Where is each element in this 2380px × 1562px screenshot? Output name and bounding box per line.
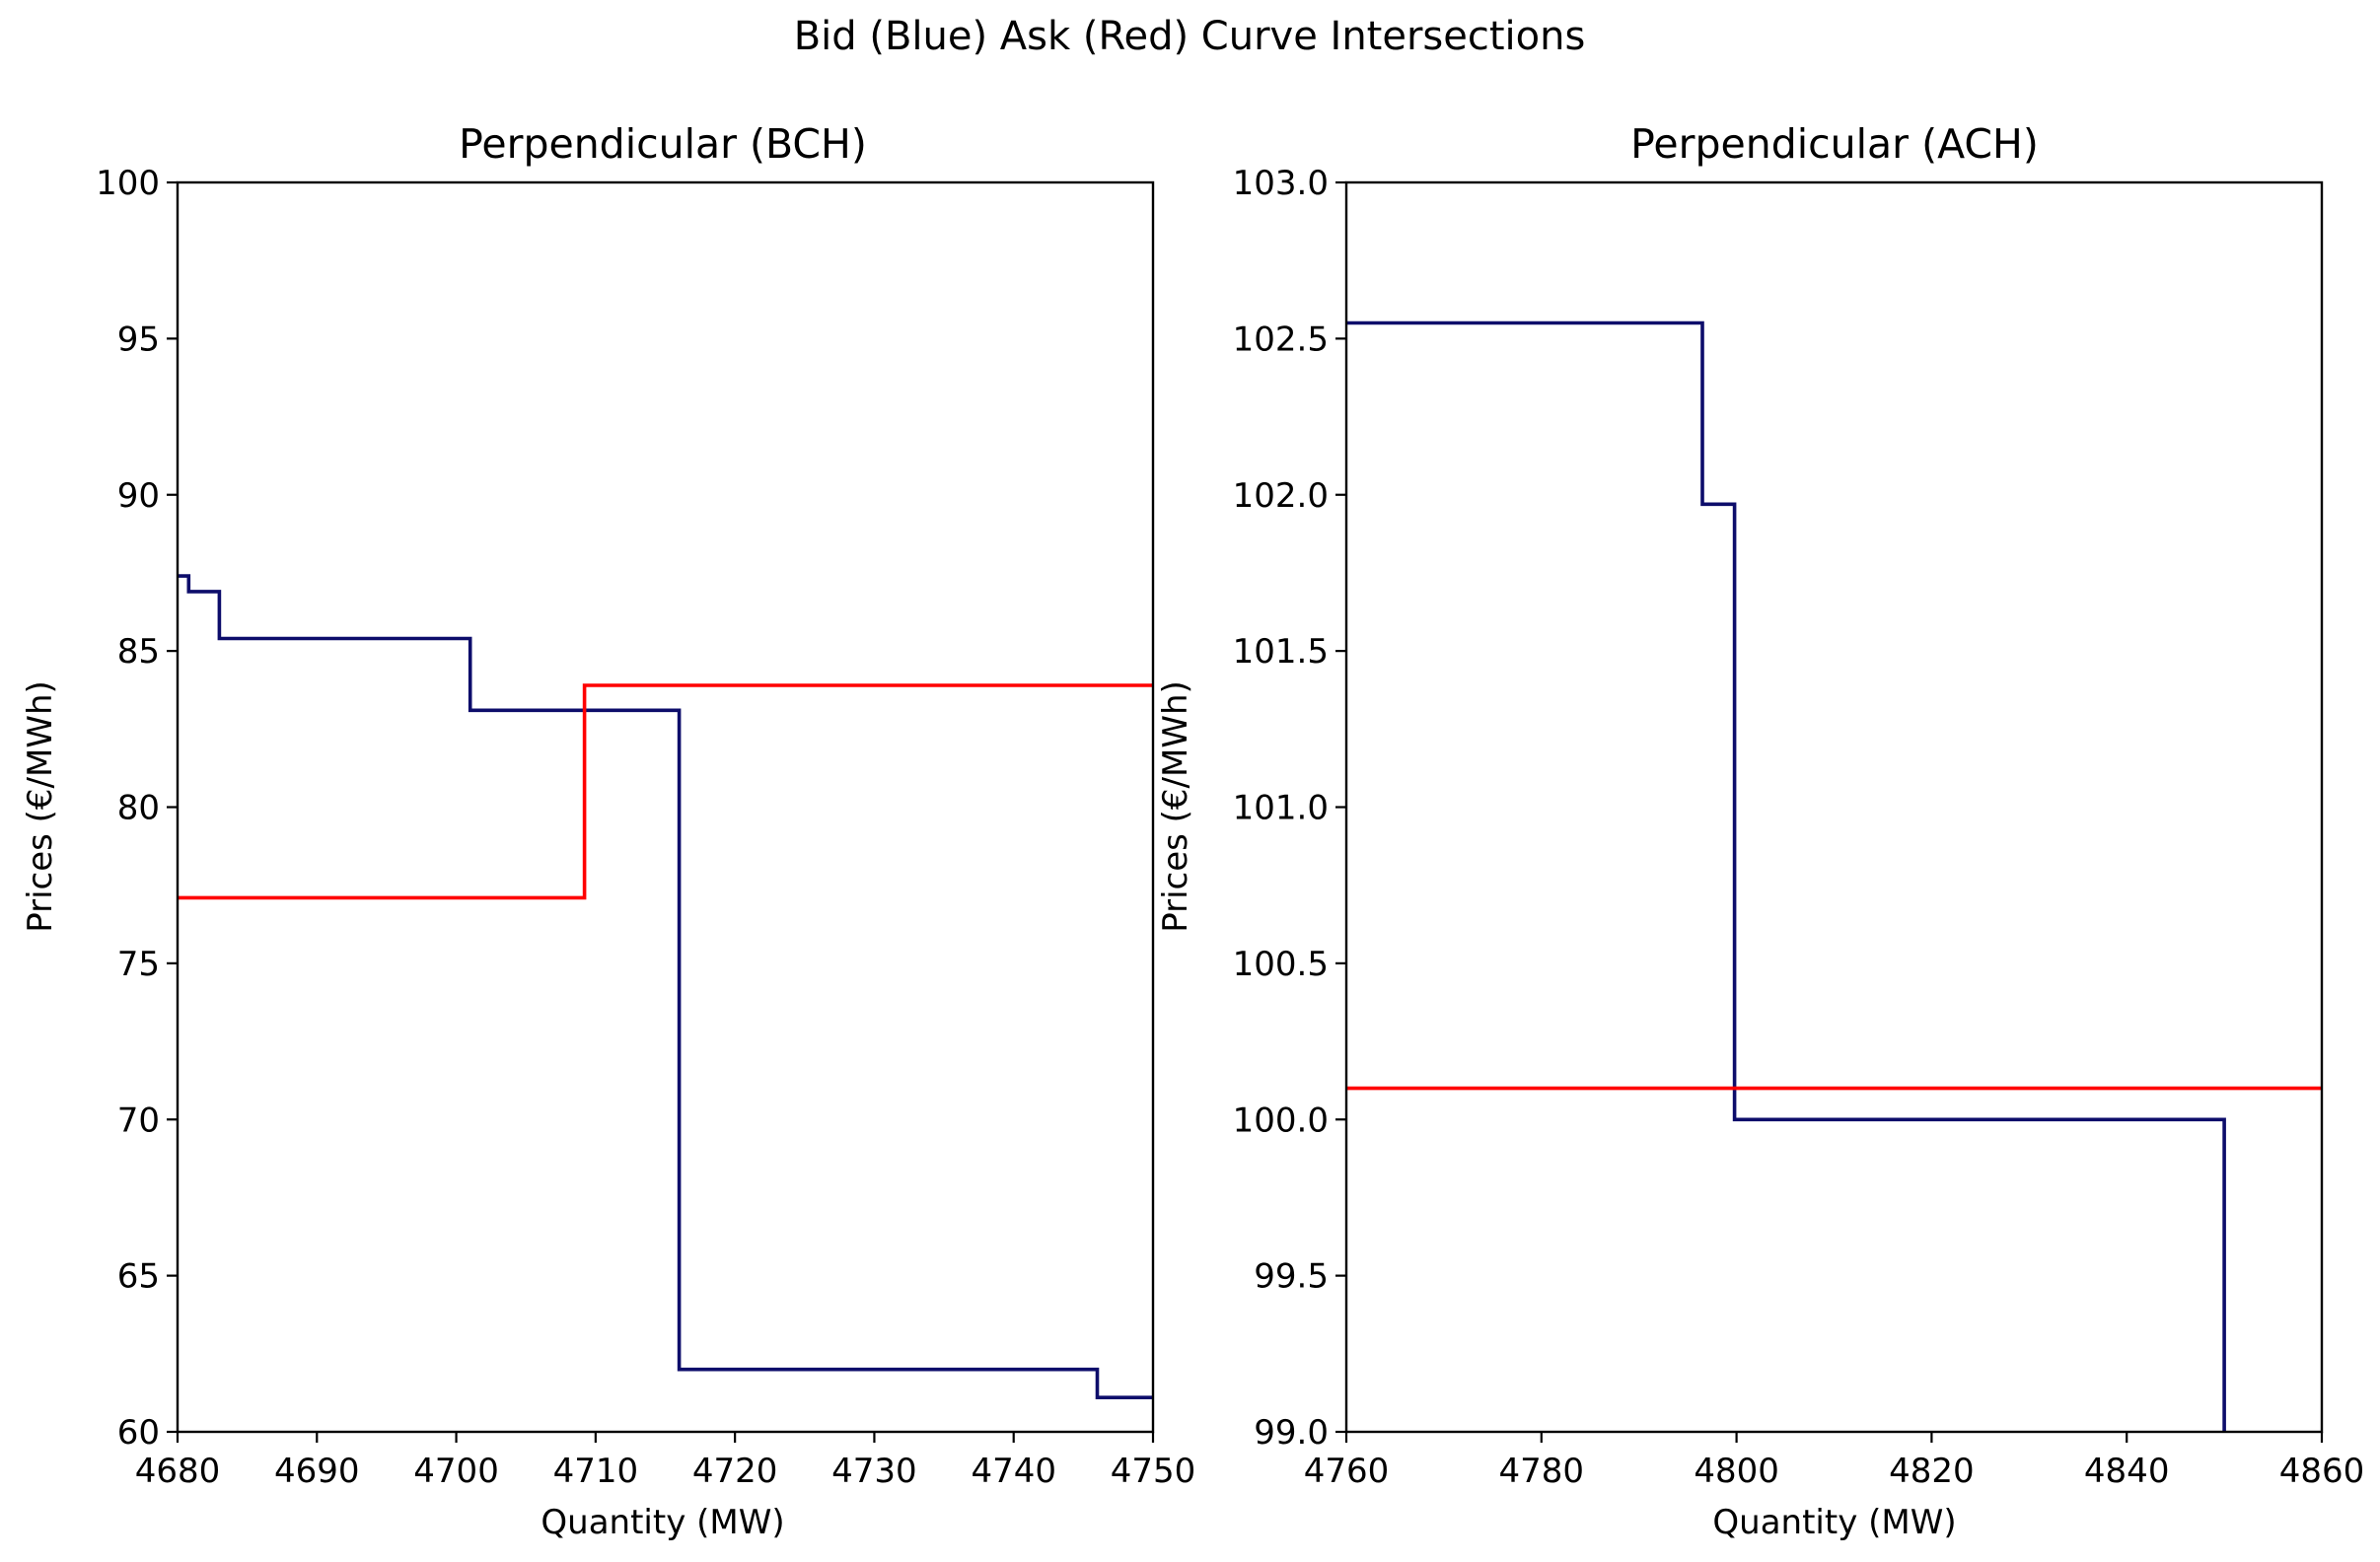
x-tick-label-ach: 4800 [1694, 1452, 1779, 1491]
x-tick-label-bch: 4690 [274, 1452, 360, 1491]
x-axis-label-bch: Quantity (MW) [541, 1503, 784, 1542]
axes-frame-bch [176, 180, 1155, 1434]
y-tick-label-ach: 102.5 [1233, 320, 1329, 359]
y-tick-label-bch: 85 [117, 632, 160, 672]
x-tick-label-ach: 4760 [1304, 1452, 1390, 1491]
y-axis-label-ach: Prices (€/MWh) [1156, 680, 1195, 933]
y-tick-label-ach: 99.5 [1254, 1257, 1329, 1297]
y-tick-label-ach: 101.5 [1233, 632, 1329, 672]
y-tick-label-bch: 95 [117, 320, 160, 359]
y-tick-label-bch: 80 [117, 789, 160, 828]
x-tick-label-ach: 4780 [1499, 1452, 1585, 1491]
x-tick-label-bch: 4680 [135, 1452, 221, 1491]
x-tick-label-ach: 4820 [1889, 1452, 1975, 1491]
x-tick-label-bch: 4720 [692, 1452, 778, 1491]
y-tick-label-ach: 100.0 [1233, 1100, 1329, 1140]
y-axis-label-bch: Prices (€/MWh) [21, 680, 60, 933]
y-tick-label-ach: 101.0 [1233, 789, 1329, 828]
x-tick-label-bch: 4700 [413, 1452, 499, 1491]
x-tick-label-bch: 4710 [553, 1452, 639, 1491]
y-tick-label-bch: 65 [117, 1257, 160, 1297]
series-ask-line-bch [178, 683, 1153, 900]
x-tick-label-ach: 4860 [2279, 1452, 2365, 1491]
panel-title-ach: Perpendicular (ACH) [1630, 120, 2039, 168]
y-tick-label-ach: 102.0 [1233, 476, 1329, 516]
x-tick-label-bch: 4750 [1111, 1452, 1196, 1491]
y-tick-label-bch: 100 [96, 164, 160, 203]
x-axis-label-ach: Quantity (MW) [1712, 1503, 1956, 1542]
series-bid-line-bch [178, 574, 1153, 1399]
panel-title-bch: Perpendicular (BCH) [459, 120, 867, 168]
x-tick-label-bch: 4740 [971, 1452, 1056, 1491]
x-tick-label-ach: 4840 [2084, 1452, 2170, 1491]
y-tick-label-ach: 99.0 [1254, 1413, 1329, 1453]
y-tick-label-ach: 103.0 [1233, 164, 1329, 203]
figure-suptitle: Bid (Blue) Ask (Red) Curve Intersections [794, 14, 1586, 59]
y-tick-label-ach: 100.5 [1233, 945, 1329, 984]
y-tick-label-bch: 90 [117, 476, 160, 516]
plot-area-ach: 4760 4780 4800 4820 4840 4860 99.0 99.5 100.0 100… [1233, 164, 2365, 1491]
y-tick-label-bch: 75 [117, 945, 160, 984]
x-tick-label-bch: 4730 [831, 1452, 917, 1491]
plot-area-bch: 4680 4690 4700 4710 4720 4730 4740 4750 60 65 70 75… [96, 164, 1195, 1491]
panel-ach: Perpendicular (ACH) 4760 4780 4800 4820 4840… [1156, 120, 2364, 1542]
y-tick-label-bch: 70 [117, 1100, 160, 1140]
panel-bch: Perpendicular (BCH) 4680 4690 4700 4710 4720… [21, 120, 1195, 1542]
series-bid-line-ach [1346, 320, 2226, 1432]
axes-frame-ach [1344, 180, 2324, 1434]
y-tick-label-bch: 60 [117, 1413, 160, 1453]
